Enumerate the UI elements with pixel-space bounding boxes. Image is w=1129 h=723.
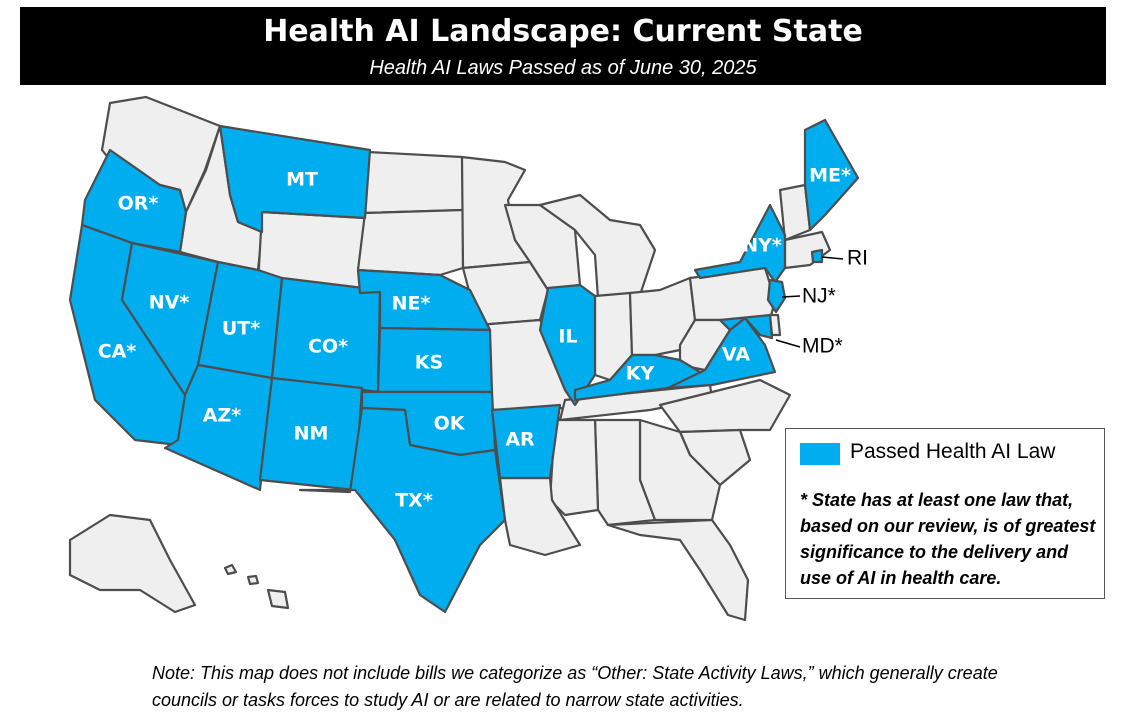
label-az: AZ* xyxy=(203,405,241,427)
state-ri xyxy=(810,248,824,264)
state-ak xyxy=(68,513,197,614)
state-ms xyxy=(548,418,600,517)
callout-line-nj xyxy=(781,295,801,298)
state-mi xyxy=(538,193,657,300)
label-co: CO* xyxy=(308,336,348,358)
label-tx: TX* xyxy=(395,490,433,512)
map-subtitle: Health AI Laws Passed as of June 30, 202… xyxy=(369,57,757,79)
state-md xyxy=(718,313,774,340)
label-or: OR* xyxy=(118,193,159,215)
label-nm: NM xyxy=(294,423,329,445)
label-ky: KY xyxy=(626,363,655,385)
legend-key-label: Passed Health AI Law xyxy=(850,440,1056,463)
state-ny xyxy=(693,203,787,284)
state-la xyxy=(498,476,582,557)
callout-line-md xyxy=(775,339,801,348)
legend-swatch xyxy=(800,443,840,465)
label-nj: NJ* xyxy=(802,285,836,308)
map-title: Health AI Landscape: Current State xyxy=(263,14,863,49)
label-md: MD* xyxy=(802,335,843,358)
label-il: IL xyxy=(558,326,577,348)
state-nd xyxy=(363,150,465,215)
label-mt: MT xyxy=(286,169,318,191)
state-nj xyxy=(766,278,787,314)
callout-line-ri xyxy=(821,256,844,260)
label-ne: NE* xyxy=(392,293,431,315)
state-va xyxy=(666,316,777,390)
state-ar xyxy=(490,403,562,480)
footer-note: Note: This map does not include bills we… xyxy=(152,663,998,710)
footnote-text: State has at least one law that, based o… xyxy=(800,490,1096,588)
label-ri: RI xyxy=(847,247,868,270)
label-ca: CA* xyxy=(98,341,137,363)
state-sd xyxy=(356,208,465,277)
legend: Passed Health AI Law * State has at leas… xyxy=(785,428,1105,599)
state-tx xyxy=(298,406,507,614)
label-ar: AR xyxy=(505,429,535,451)
label-ks: KS xyxy=(415,352,443,374)
label-ut: UT* xyxy=(222,318,260,340)
label-ok: OK xyxy=(434,413,466,435)
label-ny: NY* xyxy=(742,235,782,257)
state-or xyxy=(80,148,188,254)
label-nv: NV* xyxy=(149,292,190,314)
state-labels: OR* MT ME* NY* NV* NE* UT* CO* IL CA* KS… xyxy=(98,165,851,512)
label-me: ME* xyxy=(809,165,851,187)
footnote-star: * xyxy=(800,490,808,510)
state-fl xyxy=(606,518,750,622)
state-mt xyxy=(218,124,372,234)
title-banner: Health AI Landscape: Current State Healt… xyxy=(20,7,1106,85)
state-me xyxy=(803,118,860,232)
passed-states xyxy=(68,118,860,614)
callouts xyxy=(775,256,844,348)
state-ky xyxy=(573,353,707,402)
label-va: VA xyxy=(722,344,750,366)
legend-footnote: * State has at least one law that, based… xyxy=(800,487,1100,591)
state-hi xyxy=(223,563,290,610)
